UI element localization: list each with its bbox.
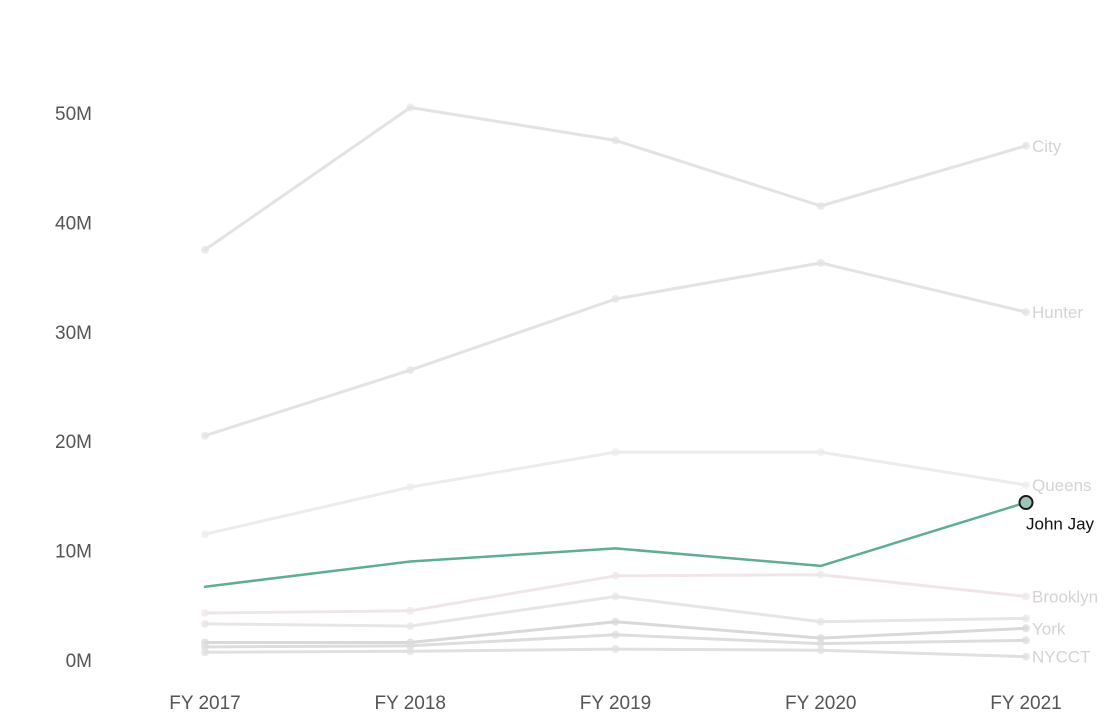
x-tick-label: FY 2017: [169, 693, 240, 714]
data-point[interactable]: [611, 645, 620, 654]
y-tick-label: 40M: [55, 213, 92, 234]
x-tick-label: FY 2020: [785, 693, 856, 714]
data-point[interactable]: [406, 103, 415, 112]
data-point[interactable]: [816, 570, 825, 579]
data-point[interactable]: [201, 431, 209, 440]
data-point[interactable]: [201, 530, 209, 539]
highlighted-point-marker[interactable]: [1018, 494, 1034, 510]
data-point[interactable]: [201, 619, 209, 628]
data-point[interactable]: [816, 646, 825, 655]
data-point[interactable]: [1022, 652, 1030, 661]
data-point[interactable]: [406, 606, 415, 615]
data-point[interactable]: [1022, 592, 1030, 601]
data-point[interactable]: [1022, 480, 1030, 489]
data-point[interactable]: [406, 366, 415, 375]
y-tick-label: 50M: [55, 104, 92, 125]
data-point[interactable]: [201, 245, 209, 254]
data-point[interactable]: [611, 136, 620, 145]
data-point[interactable]: [1022, 141, 1030, 150]
data-point[interactable]: [201, 648, 209, 657]
x-tick-label: FY 2019: [580, 693, 651, 714]
data-point[interactable]: [1022, 636, 1030, 645]
data-point[interactable]: [816, 634, 825, 643]
y-axis: 0M 10M 20M 30M 40M 50M: [55, 104, 92, 672]
series-end-label: NYCCT: [1032, 648, 1091, 667]
series-line[interactable]: [203, 450, 1028, 536]
data-point[interactable]: [1022, 308, 1030, 317]
data-point[interactable]: [816, 617, 825, 626]
series-end-label: York: [1032, 619, 1066, 638]
data-point[interactable]: [201, 642, 209, 651]
series-line[interactable]: [203, 261, 1028, 438]
x-axis: FY 2017 FY 2018 FY 2019 FY 2020 FY 2021: [169, 693, 1061, 714]
data-point[interactable]: [611, 294, 620, 303]
y-tick-label: 30M: [55, 323, 92, 344]
series-line[interactable]: [203, 501, 1028, 588]
data-point[interactable]: [406, 483, 415, 492]
data-point[interactable]: [816, 201, 825, 210]
data-point[interactable]: [1022, 614, 1030, 623]
data-point[interactable]: [406, 647, 415, 656]
x-tick-label: FY 2018: [375, 693, 446, 714]
series-end-label: Hunter: [1032, 303, 1083, 322]
data-point[interactable]: [611, 630, 620, 639]
data-point[interactable]: [816, 448, 825, 457]
data-point[interactable]: [406, 622, 415, 631]
series-end-label: John Jay: [1026, 514, 1095, 533]
series-line[interactable]: [203, 106, 1028, 252]
data-point[interactable]: [816, 258, 825, 267]
y-tick-label: 10M: [55, 542, 92, 563]
series-layer: [201, 103, 1034, 661]
y-tick-label: 20M: [55, 432, 92, 453]
x-tick-label: FY 2021: [990, 693, 1061, 714]
series-label-layer: City Hunter Queens Brooklyn York NYCCT John Ja…: [1026, 137, 1098, 667]
data-point[interactable]: [611, 592, 620, 601]
data-point[interactable]: [611, 571, 620, 580]
data-point[interactable]: [201, 608, 209, 617]
data-point[interactable]: [406, 641, 415, 650]
series-end-label: Queens: [1032, 476, 1092, 495]
y-tick-label: 0M: [66, 651, 92, 672]
data-point[interactable]: [611, 617, 620, 626]
data-point[interactable]: [816, 639, 825, 648]
data-point[interactable]: [1022, 624, 1030, 633]
data-point[interactable]: [611, 448, 620, 457]
series-end-label: Brooklyn: [1032, 588, 1098, 607]
series-end-label: City: [1032, 137, 1062, 156]
